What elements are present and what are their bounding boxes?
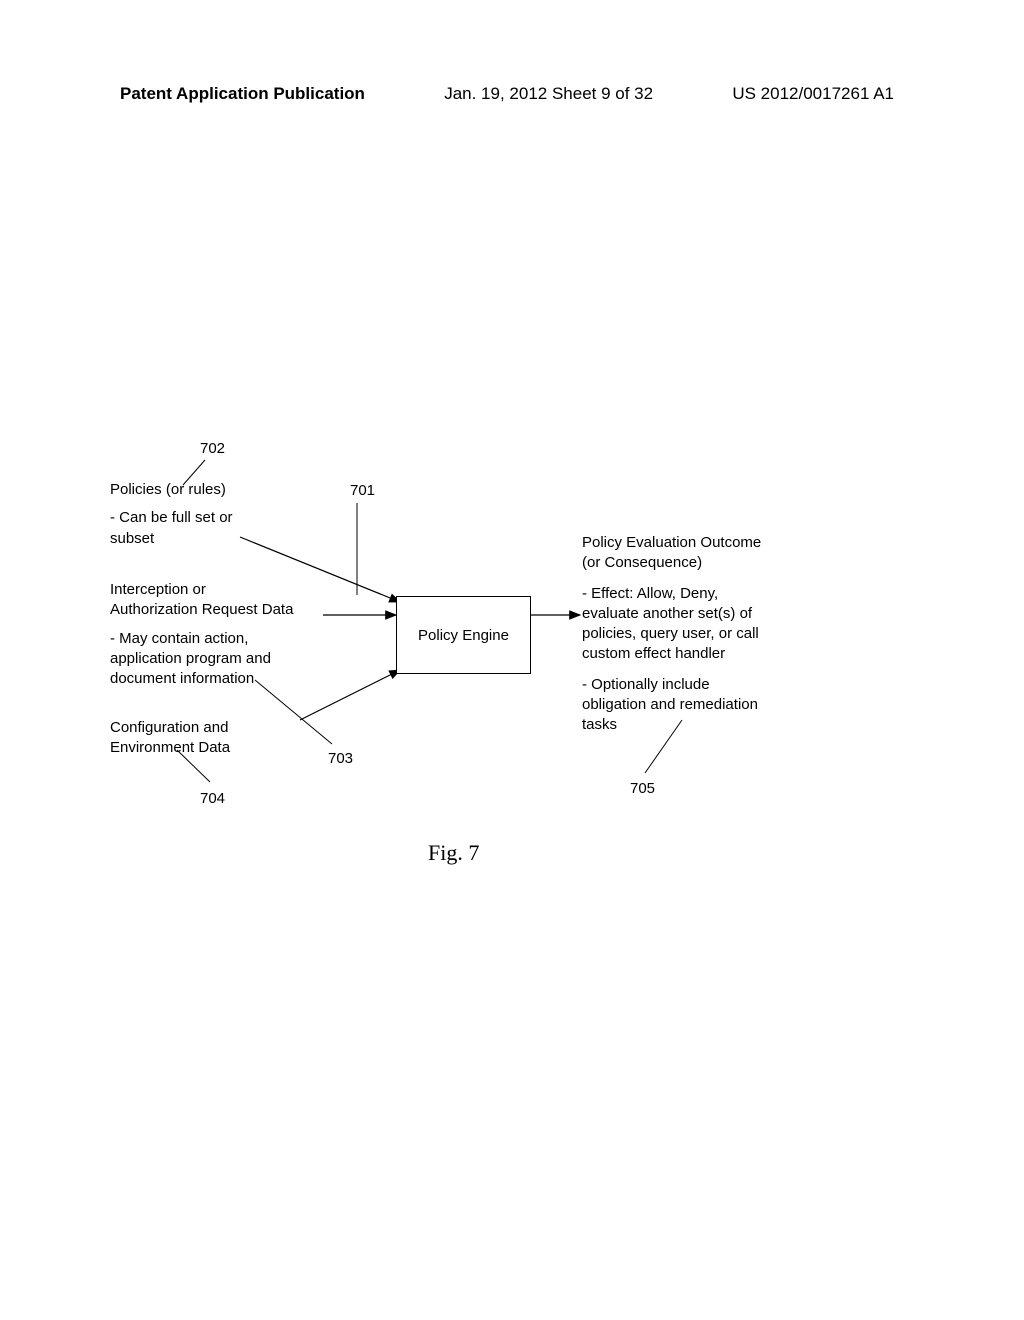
input-interception-line-0: - May contain action, [110, 629, 340, 649]
ref-704: 704 [200, 790, 225, 807]
input-config-title-1: Environment Data [110, 738, 310, 758]
output-effect-2: policies, query user, or call [582, 624, 812, 644]
input-interception-title-1: Authorization Request Data [110, 600, 340, 620]
figure-diagram: Policy Engine 701 702 703 704 705 Polici… [0, 420, 1024, 920]
output-obligation-1: obligation and remediation [582, 695, 812, 715]
input-policies-line-0: - Can be full set or [110, 508, 310, 528]
header-right: US 2012/0017261 A1 [732, 84, 894, 104]
input-policies-block: Policies (or rules) - Can be full set or… [110, 480, 310, 549]
input-interception-line-2: document information [110, 669, 340, 689]
ref-701: 701 [350, 482, 375, 499]
ref-703: 703 [328, 750, 353, 767]
page-header: Patent Application Publication Jan. 19, … [0, 84, 1024, 104]
output-effect-3: custom effect handler [582, 644, 812, 664]
input-interception-line-1: application program and [110, 649, 340, 669]
header-left: Patent Application Publication [120, 84, 365, 104]
policy-engine-box: Policy Engine [396, 596, 531, 674]
figure-caption: Fig. 7 [428, 840, 479, 866]
output-effect-1: evaluate another set(s) of [582, 604, 812, 624]
input-config-title-0: Configuration and [110, 718, 310, 738]
output-title-1: (or Consequence) [582, 553, 812, 573]
output-obligation-2: tasks [582, 715, 812, 735]
output-title-0: Policy Evaluation Outcome [582, 533, 812, 553]
input-policies-line-1: subset [110, 529, 310, 549]
output-effect-0: - Effect: Allow, Deny, [582, 584, 812, 604]
ref-705: 705 [630, 780, 655, 797]
output-obligation-0: - Optionally include [582, 675, 812, 695]
input-interception-title-0: Interception or [110, 580, 340, 600]
input-policies-title: Policies (or rules) [110, 480, 310, 500]
output-block: Policy Evaluation Outcome (or Consequenc… [582, 533, 812, 735]
ref-702: 702 [200, 440, 225, 457]
input-interception-block: Interception or Authorization Request Da… [110, 580, 340, 689]
input-config-block: Configuration and Environment Data [110, 718, 310, 759]
policy-engine-label: Policy Engine [418, 627, 509, 644]
header-center: Jan. 19, 2012 Sheet 9 of 32 [444, 84, 653, 104]
